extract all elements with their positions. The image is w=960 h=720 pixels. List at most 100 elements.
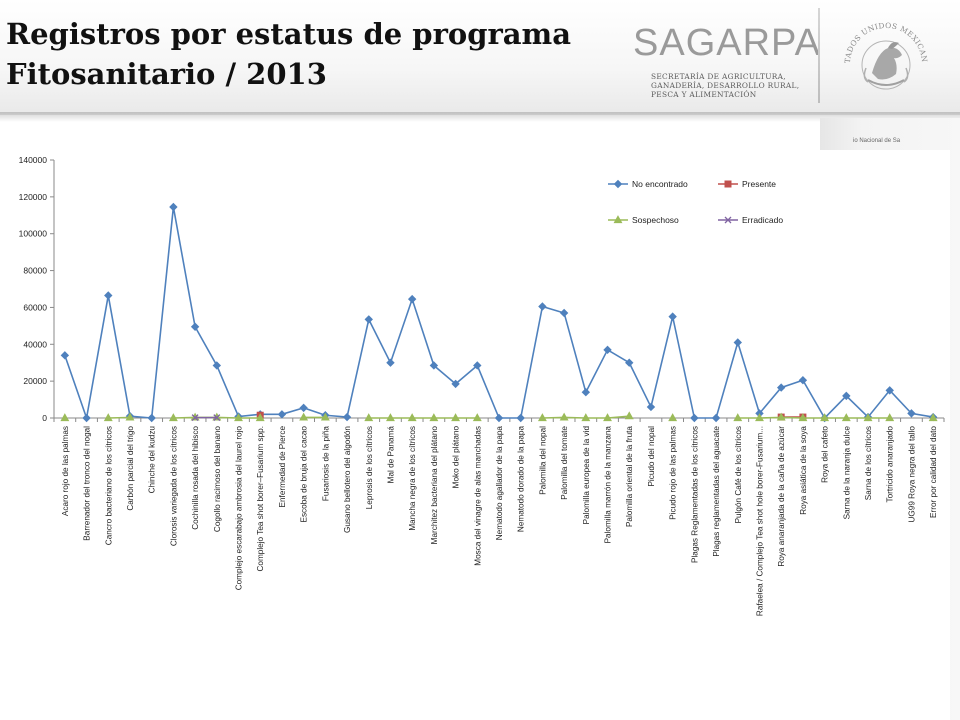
x-tick-label: Palomilla del nopal xyxy=(538,426,547,495)
data-point-no-encontrado xyxy=(798,376,808,385)
series-erradicado xyxy=(191,414,221,422)
data-point-sospechoso xyxy=(407,413,417,422)
x-tick-label: Pulgón Café de los cítricos xyxy=(734,426,743,523)
data-point-sospechoso xyxy=(603,413,612,422)
data-point-no-encontrado xyxy=(885,386,894,395)
x-tick-label: Escoba de bruja del cacao xyxy=(300,426,309,523)
x-tick-label: Enfermedad de Pierce xyxy=(278,426,287,508)
data-point-sospechoso xyxy=(885,413,895,422)
data-point-no-encontrado xyxy=(625,358,634,367)
data-point-sospechoso xyxy=(451,413,461,422)
line-chart: 0 20000 40000 60000 80000 100000 120000 140000 A… xyxy=(19,155,945,616)
data-point-no-encontrado xyxy=(451,379,460,389)
x-tick-label: Cancro bacteriano de los cítricos xyxy=(104,426,113,545)
sagarpa-subtitle: SECRETARÍA DE AGRICULTURA, GANADERÍA, DE… xyxy=(651,72,821,99)
x-tick-label: Plagas reglamentadas del aguacate xyxy=(712,426,721,557)
data-point-no-encontrado xyxy=(60,351,70,360)
data-point-sospechoso xyxy=(472,413,482,422)
data-point-sospechoso xyxy=(776,412,786,421)
y-tick-label: 120000 xyxy=(19,192,48,202)
data-point-no-encontrado xyxy=(342,412,352,422)
data-point-no-encontrado xyxy=(429,361,439,370)
series-line-no-encontrado xyxy=(64,206,934,422)
legend-label-erradicado: Erradicado xyxy=(742,215,783,225)
sagarpa-subtitle-line2: GANADERÍA, DESARROLLO RURAL, xyxy=(651,81,800,90)
x-tick-label: Leprosis de los cítricos xyxy=(365,426,374,509)
data-point-sospechoso xyxy=(60,413,70,422)
data-point-no-encontrado xyxy=(842,391,851,401)
x-tick-label: Palomilla europea de la vid xyxy=(582,426,591,525)
data-point-no-encontrado xyxy=(559,308,569,318)
x-tick-label: Complejo escarabajo ambrosia del laurel … xyxy=(235,426,244,591)
data-point-sospechoso xyxy=(755,413,764,422)
data-point-sospechoso xyxy=(429,413,439,422)
data-point-no-encontrado xyxy=(473,361,482,370)
data-point-no-encontrado xyxy=(299,403,308,413)
chart-frame: 0 20000 40000 60000 80000 100000 120000 140000 A… xyxy=(0,150,950,720)
x-tick-label: Picudo rojo de las palmas xyxy=(669,426,678,520)
data-point-sospechoso xyxy=(386,413,395,422)
x-tick-label: Nematodo agallador de la papa xyxy=(495,426,504,541)
y-tick-label: 60000 xyxy=(23,302,47,312)
data-point-sospechoso xyxy=(168,413,178,422)
x-tick-label: Clorosis variegada de los cítricos xyxy=(169,426,178,546)
y-tick-label: 0 xyxy=(42,413,47,423)
data-point-no-encontrado xyxy=(516,413,525,423)
data-point-sospechoso xyxy=(820,413,830,422)
x-tick-label: Plagas Reglamentadas de los cítricos xyxy=(690,426,699,563)
sagarpa-wordmark: SAGARPA xyxy=(633,22,821,64)
data-point-no-encontrado xyxy=(190,322,200,331)
x-tick-label: Moko del plátano xyxy=(452,426,461,489)
x-tick-label: Gusano bellotero del algodón xyxy=(343,426,352,533)
x-tick-label: Carbón parcial del trigo xyxy=(126,426,135,511)
data-point-sospechoso xyxy=(255,413,265,422)
data-point-no-encontrado xyxy=(733,338,742,347)
data-point-no-encontrado xyxy=(386,358,395,367)
legend-entry-no-encontrado: No encontrado xyxy=(608,179,688,189)
legend-marker-erradicado xyxy=(724,216,732,224)
legend-marker-sospechoso xyxy=(613,215,623,224)
x-tick-label: Palomilla oriental de la fruta xyxy=(625,426,634,527)
x-tick-label: Palomilla del tomate xyxy=(560,426,569,500)
x-tick-label: Acaro rojo de las palmas xyxy=(61,426,70,516)
data-point-no-encontrado xyxy=(776,383,786,392)
data-point-no-encontrado xyxy=(907,409,916,418)
y-tick-label: 80000 xyxy=(23,266,47,276)
right-panel-text: io Nacional de Sa xyxy=(853,138,901,144)
data-point-no-encontrado xyxy=(690,413,699,423)
data-point-no-encontrado xyxy=(407,294,417,304)
slide-title-line2: Fitosanitario / 2013 xyxy=(6,57,327,91)
y-tick-label: 40000 xyxy=(23,339,47,349)
x-tick-label: Roya anaranjada de la caña de azúcar xyxy=(777,426,786,567)
x-tick-label: Mosca del vinagre de alas manchadas xyxy=(473,426,482,566)
data-point-sospechoso xyxy=(863,413,873,422)
data-point-sospechoso xyxy=(320,412,330,421)
y-tick-label: 20000 xyxy=(23,376,47,386)
x-tick-label: Complejo Tea shot borer–Fusarium spp. xyxy=(256,426,265,571)
data-point-sospechoso xyxy=(668,413,678,422)
data-point-sospechoso xyxy=(928,413,938,422)
x-tick-label: Sarna de la naranja dulce xyxy=(842,426,851,520)
data-point-sospechoso xyxy=(103,413,113,422)
legend-marker-no-encontrado xyxy=(613,179,623,189)
data-point-no-encontrado xyxy=(364,315,373,324)
x-tick-label: Cochinilla rosada del hibisco xyxy=(191,426,200,530)
data-point-no-encontrado xyxy=(711,413,721,423)
data-point-no-encontrado xyxy=(82,413,91,423)
x-tick-label: Rafaelea / Complejo Tea shot hole borer-… xyxy=(755,426,764,616)
header-divider xyxy=(818,8,820,103)
data-point-sospechoso xyxy=(798,413,808,422)
x-tick-label: Cogollo racimoso del banano xyxy=(213,426,222,532)
x-tick-label: Barrenador del tronco del nogal xyxy=(83,426,92,541)
y-tick-label: 140000 xyxy=(19,155,48,165)
data-point-sospechoso xyxy=(733,413,743,422)
data-point-sospechoso xyxy=(841,413,851,422)
sagarpa-subtitle-line3: PESCA Y ALIMENTACIÓN xyxy=(651,90,757,99)
data-point-sospechoso xyxy=(559,412,569,421)
data-point-no-encontrado xyxy=(603,345,612,355)
data-point-erradicado xyxy=(213,414,221,422)
data-point-no-encontrado xyxy=(646,402,656,412)
series-no-encontrado xyxy=(60,202,938,423)
x-tick-label: Mancha negra de los cítricos xyxy=(408,426,417,531)
legend-label-presente: Presente xyxy=(742,179,776,189)
